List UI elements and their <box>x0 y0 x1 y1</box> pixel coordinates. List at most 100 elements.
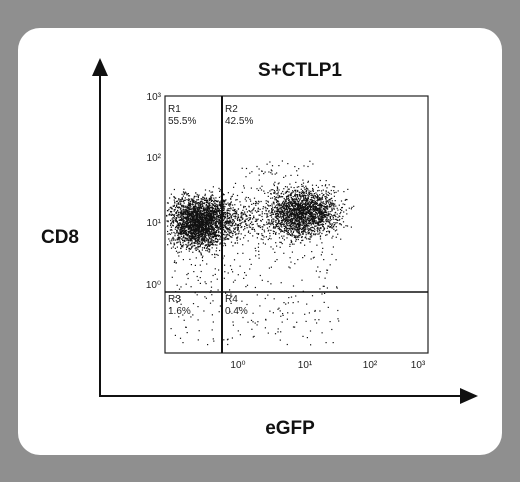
dot <box>308 221 310 223</box>
dot <box>304 194 306 196</box>
dot <box>225 221 227 224</box>
dot <box>262 242 264 244</box>
dot <box>273 231 275 233</box>
dot <box>307 195 309 197</box>
dot <box>319 227 322 229</box>
dot <box>312 187 314 190</box>
dot <box>190 316 192 318</box>
dot <box>248 210 250 212</box>
dot <box>198 206 200 208</box>
dot <box>216 213 218 215</box>
dot <box>296 205 299 207</box>
dot <box>170 211 172 213</box>
dot <box>316 203 318 205</box>
dot <box>202 198 204 200</box>
dot <box>205 224 207 226</box>
dot <box>278 220 280 222</box>
dot <box>207 248 209 250</box>
dot <box>303 226 305 228</box>
dot <box>202 203 204 205</box>
dot <box>339 208 342 211</box>
dot <box>250 200 252 202</box>
dot <box>261 226 263 228</box>
dot <box>198 235 200 237</box>
dot <box>277 226 279 228</box>
dot <box>199 231 201 233</box>
dot <box>194 208 197 210</box>
dot <box>195 226 197 228</box>
dot <box>304 237 306 239</box>
dot <box>316 229 318 231</box>
dot <box>331 204 333 206</box>
dot <box>200 223 202 225</box>
dot <box>189 205 191 207</box>
dot <box>300 217 302 219</box>
dot <box>190 205 192 207</box>
dot <box>282 196 284 198</box>
dot <box>211 219 213 221</box>
dot <box>308 206 310 208</box>
dot <box>319 238 322 240</box>
dot <box>208 248 210 250</box>
dot <box>186 219 188 221</box>
dot <box>200 210 202 212</box>
dot <box>306 207 308 209</box>
dot <box>230 222 232 224</box>
dot <box>340 238 342 240</box>
dot <box>298 224 301 226</box>
dot <box>197 246 199 248</box>
dot <box>345 225 347 227</box>
dot <box>236 199 238 201</box>
dot <box>211 197 213 199</box>
dot <box>287 302 289 304</box>
dot <box>217 204 219 206</box>
dot <box>180 216 182 218</box>
dot <box>307 212 309 214</box>
dot <box>195 212 197 214</box>
dot <box>286 208 288 210</box>
dot <box>186 244 188 246</box>
dot <box>280 216 282 218</box>
dot <box>236 226 238 228</box>
dot <box>330 223 332 225</box>
dot <box>293 217 295 219</box>
dot <box>248 205 250 207</box>
dot <box>305 218 307 220</box>
dot <box>187 234 189 236</box>
dot <box>190 226 192 228</box>
dot <box>180 203 182 206</box>
dot <box>188 217 190 219</box>
dot <box>226 220 228 222</box>
dot <box>176 221 178 223</box>
dot <box>223 237 225 239</box>
dot <box>284 192 286 194</box>
dot <box>209 205 211 207</box>
dot <box>306 202 308 204</box>
dot <box>311 200 313 202</box>
dot <box>317 224 319 226</box>
dot <box>282 313 284 315</box>
dot <box>224 212 226 214</box>
dot <box>193 211 195 214</box>
dot <box>298 212 301 214</box>
dot <box>200 254 202 256</box>
dot <box>207 225 210 227</box>
dot <box>224 214 226 216</box>
dot <box>187 204 189 206</box>
dot <box>327 213 329 215</box>
dot <box>307 206 309 208</box>
dot <box>271 216 273 218</box>
dot <box>212 226 214 228</box>
dot <box>186 215 189 217</box>
dot <box>291 198 293 200</box>
dot <box>196 208 199 210</box>
dot <box>194 207 196 209</box>
dot <box>184 191 187 193</box>
dot <box>177 207 179 209</box>
dot <box>331 200 333 202</box>
dot <box>232 222 234 224</box>
dot <box>329 216 331 218</box>
dot <box>339 213 341 215</box>
dot <box>312 205 314 207</box>
dot <box>173 244 175 246</box>
